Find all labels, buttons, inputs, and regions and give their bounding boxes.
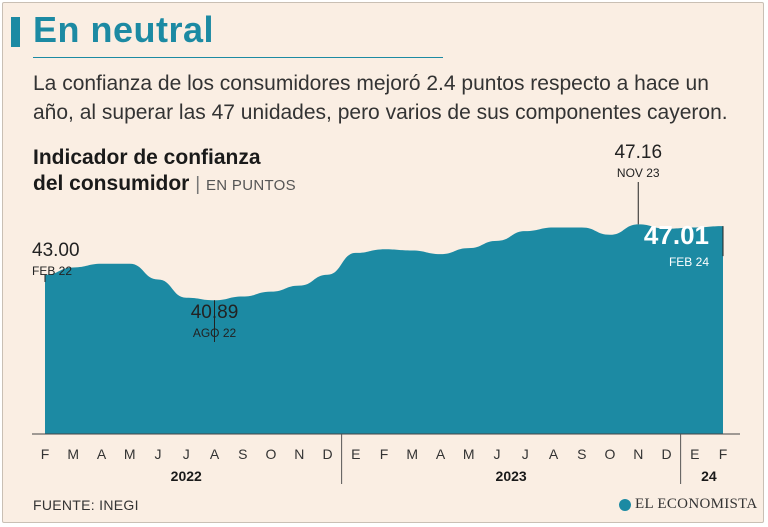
- x-tick-label: O: [605, 446, 616, 462]
- x-tick-label: J: [183, 446, 190, 462]
- x-tick-label: M: [124, 446, 136, 462]
- x-tick-label: A: [97, 446, 107, 462]
- x-tick-label: M: [67, 446, 79, 462]
- x-tick-label: A: [549, 446, 559, 462]
- brand-logo: EL ECONOMISTA: [619, 496, 758, 513]
- chart-title-line2: del consumidor: [33, 172, 190, 195]
- year-label: 2022: [171, 468, 202, 484]
- subtitle: La confianza de los consumidores mejoró …: [33, 72, 728, 124]
- annotation-date: FEB 22: [32, 264, 72, 278]
- brand-name: EL ECONOMISTA: [635, 496, 758, 512]
- x-tick-label: M: [406, 446, 418, 462]
- x-tick-label: J: [494, 446, 501, 462]
- annotation-value: 47.16: [614, 142, 662, 163]
- chart-title-separator: |: [195, 174, 201, 195]
- area-series: [45, 224, 723, 434]
- title-divider: [33, 57, 443, 58]
- annotation-date: FEB 24: [669, 255, 709, 269]
- title-accent-bar: [11, 17, 20, 47]
- x-tick-label: O: [266, 446, 277, 462]
- x-tick-label: M: [463, 446, 475, 462]
- x-tick-label: N: [633, 446, 643, 462]
- x-tick-label: N: [294, 446, 304, 462]
- chart-title: Indicador de confianza del consumidor | …: [33, 145, 296, 199]
- x-tick-label: S: [238, 446, 247, 462]
- x-tick-label: F: [41, 446, 50, 462]
- x-tick-label: A: [210, 446, 220, 462]
- chart-unit: EN PUNTOS: [205, 177, 296, 194]
- x-tick-label: F: [380, 446, 389, 462]
- x-tick-label: S: [577, 446, 586, 462]
- x-tick-label: J: [522, 446, 529, 462]
- annotation-date: NOV 23: [617, 166, 660, 180]
- x-tick-label: F: [719, 446, 728, 462]
- x-tick-label: D: [661, 446, 671, 462]
- x-tick-label: E: [690, 446, 699, 462]
- page-title: En neutral: [33, 9, 215, 50]
- annotation-value: 47.01: [644, 220, 709, 250]
- annotation-value: 43.00: [32, 240, 80, 261]
- x-tick-label: A: [436, 446, 446, 462]
- x-tick-label: D: [322, 446, 332, 462]
- brand-globe-icon: [619, 498, 631, 511]
- x-tick-label: J: [155, 446, 162, 462]
- chart-title-line1: Indicador de confianza: [33, 146, 261, 169]
- year-label: 2023: [496, 468, 527, 484]
- year-label: 24: [701, 468, 717, 484]
- source-note: FUENTE: INEGI: [33, 497, 139, 513]
- x-tick-label: E: [351, 446, 360, 462]
